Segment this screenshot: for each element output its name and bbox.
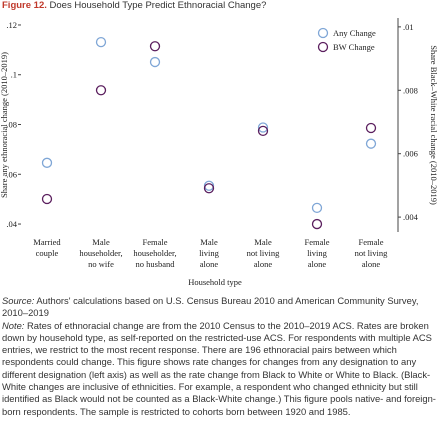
title: Does Household Type Predict Ethnoracial … <box>49 0 267 11</box>
source-label: Source: <box>2 295 35 306</box>
point <box>41 193 53 205</box>
x-tick-label-line: Married <box>33 237 61 247</box>
note: Note: Rates of ethnoracial change are fr… <box>2 320 438 418</box>
x-tick-label-line: couple <box>36 248 59 258</box>
legend-marker <box>317 27 329 39</box>
footnotes: Source: Authors' calculations based on U… <box>2 295 438 418</box>
source: Source: Authors' calculations based on U… <box>2 295 438 320</box>
x-tick-label-line: Female <box>358 237 383 247</box>
point <box>365 122 377 134</box>
x-tick-label: Male living alone <box>199 237 220 269</box>
x-tick-label: Female householder, no husband <box>133 237 176 269</box>
x-tick-label-line: alone <box>200 259 219 269</box>
x-tick-label-line: Male <box>200 237 218 247</box>
x-tick-label: Female living alone <box>304 237 329 269</box>
x-tick-label-line: living <box>307 248 328 258</box>
x-tick-label-line: Female <box>304 237 329 247</box>
x-tick-label-line: alone <box>362 259 381 269</box>
point <box>257 122 269 133</box>
y-axis-label: Share any ethnoracial change (2010–2019) <box>0 52 9 198</box>
x-tick-label-line: living <box>199 248 220 258</box>
x-tick-label-line: alone <box>308 259 327 269</box>
figure-title: Figure 12. Does Household Type Predict E… <box>2 0 266 11</box>
x-tick-label-line: no wife <box>88 259 114 269</box>
note-label: Note: <box>2 319 25 331</box>
point <box>311 218 323 230</box>
y2-tick-label: .008 <box>403 85 418 95</box>
x-tick-label-line: not living <box>355 248 389 258</box>
x-axis-label: Household type <box>188 277 242 287</box>
y-tick-label: .08 <box>6 120 17 130</box>
x-tick-label: Male householder, no wife <box>79 237 122 269</box>
point <box>365 138 377 149</box>
point <box>203 180 215 191</box>
figure-label: Figure 12. <box>2 0 47 11</box>
point <box>311 202 323 214</box>
y2-tick-label: .01 <box>403 22 414 32</box>
x-tick-label-line: Male <box>254 237 272 247</box>
point <box>149 41 161 52</box>
x-tick-label-line: Female <box>142 237 167 247</box>
chart: Share any ethnoracial change (2010–2019)… <box>0 18 439 287</box>
point <box>95 36 107 48</box>
legend-label: Any Change <box>333 28 376 38</box>
x-tick-label-line: alone <box>254 259 273 269</box>
point <box>95 85 107 96</box>
x-tick-label-line: not living <box>247 248 281 258</box>
source-text: Authors' calculations based on U.S. Cens… <box>2 295 419 319</box>
x-tick-label: Female not living alone <box>355 237 389 269</box>
x-tick-label: Male not living alone <box>247 237 281 269</box>
y2-axis-label: Share Black–White racial change (2010–20… <box>429 45 439 205</box>
legend-marker <box>317 41 329 53</box>
note-text: Rates of ethnoracial change are from the… <box>2 319 436 417</box>
x-tick-label-line: householder, <box>133 248 176 258</box>
y-tick-label: .04 <box>6 219 17 229</box>
y-tick-label: .1 <box>11 70 17 80</box>
x-tick-label-line: no husband <box>136 259 176 269</box>
point <box>41 157 53 168</box>
x-tick-label: Married couple <box>33 237 61 258</box>
y2-tick-label: .004 <box>403 212 419 222</box>
x-tick-label-line: Male <box>92 237 110 247</box>
legend-label: BW Change <box>333 42 375 52</box>
point <box>149 56 161 68</box>
point <box>203 183 215 194</box>
point <box>257 125 269 137</box>
y-tick-label: .12 <box>6 20 17 30</box>
y-tick-label: .06 <box>6 169 17 179</box>
x-tick-label-line: householder, <box>79 248 122 258</box>
y2-tick-label: .006 <box>403 149 418 159</box>
